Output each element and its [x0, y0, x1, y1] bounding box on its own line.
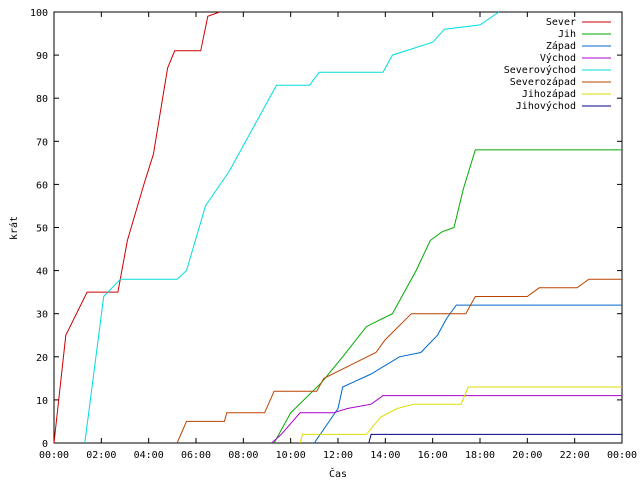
x-tick-label: 10:00 [276, 450, 306, 461]
series-line-1 [53, 11, 220, 444]
legend-label-5: Severovýchod [504, 64, 576, 76]
y-tick-label: 70 [36, 137, 48, 148]
y-tick-label: 30 [36, 310, 48, 321]
y-tick-label: 20 [36, 353, 48, 364]
series-line-6 [176, 278, 622, 444]
x-tick-label: 02:00 [86, 450, 116, 461]
legend-label-3: Západ [546, 40, 576, 52]
x-tick-label: 14:00 [370, 450, 400, 461]
legend-label-4: Východ [540, 52, 576, 64]
legend: SeverJihZápadVýchodSeverovýchodSeverozáp… [504, 17, 611, 112]
x-tick-label: 08:00 [228, 450, 258, 461]
axis-ticks: 00:00 02:00 04:00 06:00 08:00 10:00 12:00 14:00… [30, 8, 637, 461]
series-line-2 [273, 149, 622, 444]
y-axis-title: krát [8, 216, 20, 240]
x-tick-label: 12:00 [323, 450, 353, 461]
series-line-4 [271, 395, 622, 444]
series-line-7 [299, 386, 622, 444]
legend-label-1: Sever [546, 17, 576, 28]
series-line-3 [313, 304, 622, 444]
y-tick-label: 80 [36, 94, 48, 105]
series-lines [53, 11, 622, 444]
x-tick-label: 06:00 [181, 450, 211, 461]
y-tick-label: 50 [36, 224, 48, 235]
legend-label-8: Jihovýchod [516, 100, 576, 112]
x-tick-label: 16:00 [418, 450, 448, 461]
y-tick-label: 60 [36, 180, 48, 191]
y-tick-label: 0 [42, 439, 48, 450]
y-tick-label: 40 [36, 267, 48, 278]
x-tick-label: 00:00 [39, 450, 69, 461]
legend-label-7: Jihozápad [522, 88, 576, 100]
y-tick-label: 100 [30, 8, 48, 19]
x-tick-label: 22:00 [560, 450, 590, 461]
x-tick-label: 04:00 [134, 450, 164, 461]
x-tick-label: 18:00 [465, 450, 495, 461]
y-tick-label: 10 [36, 396, 48, 407]
legend-label-2: Jih [558, 29, 576, 40]
series-line-5 [84, 11, 500, 444]
x-tick-label: 00:00 [607, 450, 637, 461]
x-tick-label: 20:00 [512, 450, 542, 461]
x-axis-title: Čas [329, 467, 347, 480]
y-tick-label: 90 [36, 51, 48, 62]
legend-label-6: Severozápad [510, 76, 576, 88]
series-line-8 [368, 433, 622, 444]
